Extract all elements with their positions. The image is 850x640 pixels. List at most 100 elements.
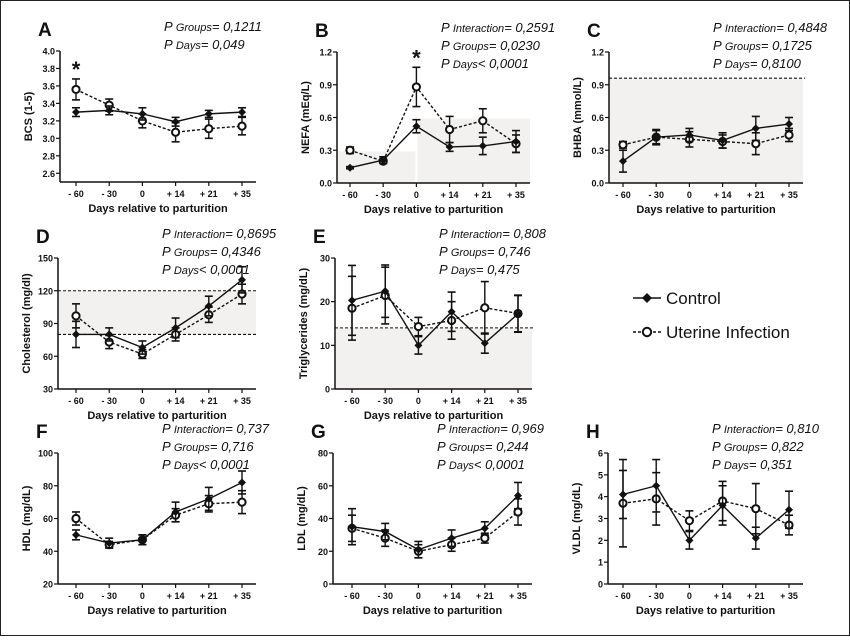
- stat-value: = 0,808: [502, 226, 547, 241]
- y-tick-label: 60: [43, 514, 53, 524]
- y-tick-label: 3.2: [42, 116, 55, 126]
- series-control: [72, 105, 246, 127]
- series-line: [349, 125, 517, 169]
- data-point-diamond: [514, 309, 522, 318]
- panel-e: 0 10 20 30 - 60 - 30 0 + 14 + 21 + 35 Days relativ…: [298, 226, 547, 422]
- x-axis-title: Days relative to parturition: [636, 605, 776, 617]
- data-point-diamond: [652, 133, 661, 142]
- data-point-diamond: [238, 108, 246, 117]
- stat-value: < 0,0001: [199, 457, 250, 472]
- p-symbol: P: [162, 421, 174, 436]
- p-value-stat: P Interaction= 0,2591: [441, 20, 555, 35]
- series-line: [622, 123, 790, 162]
- x-tick-label: - 60: [68, 396, 84, 406]
- x-tick-label: - 30: [375, 190, 391, 200]
- data-point-circle: [237, 121, 247, 131]
- y-tick-label: 40: [318, 514, 328, 524]
- panel-letter: D: [36, 227, 50, 248]
- data-point-diamond: [445, 142, 454, 151]
- series-control: [619, 458, 793, 550]
- data-point-diamond: [751, 124, 760, 133]
- y-tick-label: 20: [43, 580, 53, 590]
- p-value-stat: P Groups= 0,1211: [164, 19, 262, 34]
- significance-asterisk: *: [412, 45, 421, 70]
- p-value-stat: P Interaction= 0,810: [712, 421, 820, 436]
- p-value-stat: P Interaction= 0,737: [162, 421, 270, 436]
- stat-value: = 0,4848: [776, 20, 828, 35]
- x-tick-label: + 21: [747, 591, 765, 601]
- data-point-circle: [71, 513, 81, 524]
- series-control: [72, 470, 246, 549]
- data-point-diamond: [412, 122, 421, 131]
- data-point-diamond: [72, 330, 80, 339]
- x-tick-label: + 14: [714, 190, 732, 200]
- x-axis-title: Days relative to parturition: [364, 410, 504, 422]
- x-tick-label: - 30: [101, 396, 117, 406]
- panel-letter: H: [586, 422, 600, 443]
- y-tick-label: 80: [43, 481, 53, 491]
- series-control: [346, 118, 520, 172]
- stat-value: = 0,351: [749, 457, 793, 472]
- y-tick-label: 10: [320, 341, 330, 351]
- y-tick-label: 2: [598, 536, 603, 546]
- stat-label: Days: [449, 460, 475, 472]
- panel-letter: E: [313, 227, 326, 248]
- stat-label: Days: [725, 59, 751, 71]
- y-tick-label: 0.6: [591, 113, 604, 123]
- x-tick-label: 0: [414, 190, 419, 200]
- p-symbol: P: [437, 421, 449, 436]
- p-value-stat: P Days< 0,0001: [162, 262, 250, 277]
- data-point-diamond: [138, 535, 147, 544]
- p-value-stat: P Interaction= 0,808: [439, 226, 547, 241]
- data-point-diamond: [105, 106, 114, 115]
- x-tick-label: + 21: [747, 190, 765, 200]
- data-point-diamond: [447, 307, 456, 316]
- data-point-diamond: [381, 527, 390, 536]
- y-tick-label: 0.3: [591, 146, 604, 156]
- series-control: [619, 115, 793, 173]
- data-point-circle: [171, 127, 181, 137]
- data-point-diamond: [480, 524, 489, 533]
- data-point-diamond: [171, 117, 180, 126]
- p-symbol: P: [162, 439, 174, 454]
- stat-label: Days: [176, 40, 202, 52]
- data-point-diamond: [348, 522, 356, 531]
- p-symbol: P: [712, 457, 724, 472]
- data-point-diamond: [204, 302, 213, 311]
- stat-label: Groups: [174, 247, 211, 259]
- panel-h: 0 1 2 3 4 5 6 - 60 - 30 0 + 14 + 21 + 35 Days relativ…: [571, 421, 820, 617]
- y-axis-title: Triglycerides (mg/dL): [298, 268, 310, 380]
- x-tick-label: - 60: [68, 189, 84, 199]
- data-point-circle: [618, 140, 628, 150]
- stat-value: < 0,0001: [199, 262, 250, 277]
- stat-value: = 0,475: [476, 262, 521, 277]
- data-point-diamond: [414, 545, 423, 554]
- p-value-stat: P Groups= 0,716: [162, 439, 254, 454]
- stat-label: Interaction: [174, 424, 225, 436]
- stat-label: Groups: [174, 442, 211, 454]
- data-point-circle: [204, 124, 214, 134]
- panel-c: 0.0 0.3 0.6 0.9 1.2 - 60 - 30 0 + 14 + 21 + 35 Days…: [572, 20, 828, 216]
- y-tick-label: 0: [598, 580, 603, 590]
- stat-value: = 0,2591: [504, 20, 555, 35]
- y-tick-label: 20: [320, 297, 330, 307]
- p-value-stat: P Groups= 0,4346: [162, 244, 262, 259]
- stat-label: Interaction: [453, 23, 504, 35]
- series-uterine-infection: [618, 458, 794, 548]
- panel-letter: B: [315, 21, 329, 42]
- panel-letter: G: [311, 422, 326, 443]
- x-tick-label: 0: [140, 189, 145, 199]
- data-point-circle: [237, 497, 247, 507]
- data-point-diamond: [72, 108, 80, 117]
- data-point-diamond: [346, 163, 354, 172]
- panel-letter: A: [38, 20, 52, 41]
- x-tick-label: + 35: [509, 591, 527, 601]
- data-point-circle: [684, 516, 695, 526]
- x-tick-label: + 21: [200, 591, 218, 601]
- series-line: [75, 501, 243, 546]
- data-point-diamond: [204, 109, 213, 118]
- p-symbol: P: [441, 56, 453, 71]
- data-point-diamond: [652, 481, 661, 490]
